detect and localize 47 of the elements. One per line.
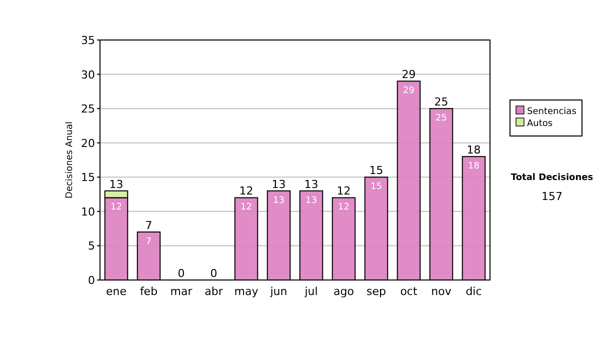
y-tick-label: 20: [81, 136, 95, 150]
x-tick-label: may: [234, 285, 259, 298]
text: Total Decisiones: [510, 173, 594, 183]
total-label: 0: [178, 267, 185, 280]
total-label: 13: [109, 178, 124, 191]
data-label: 12: [240, 202, 252, 213]
data-label: 15: [370, 182, 382, 192]
total-label: 0: [210, 267, 218, 280]
data-label: 18: [468, 162, 480, 172]
data-label: 12: [338, 202, 350, 213]
x-tick-label: jun: [269, 285, 288, 298]
y-axis-title: Decisiones Anual: [65, 122, 75, 198]
x-tick-label: oct: [400, 285, 418, 298]
data-label: 7: [146, 237, 152, 247]
total-label: 15: [369, 164, 384, 178]
data-label: 12: [110, 202, 122, 213]
x-tick-label: nov: [431, 285, 452, 298]
data-label: 13: [306, 196, 317, 206]
total-label: 18: [466, 144, 481, 157]
total-label: 13: [304, 178, 318, 191]
y-tick-label: 10: [81, 205, 95, 218]
x-tick-label: sep: [366, 285, 386, 298]
legend-label: Sentencias: [527, 107, 577, 117]
x-tick-label: mar: [170, 285, 193, 298]
x-tick-label: abr: [204, 285, 224, 298]
y-tick-label: 15: [81, 171, 95, 184]
y-tick-label: 35: [81, 34, 95, 47]
y-tick-label: 25: [81, 102, 95, 116]
y-tick-label: 5: [88, 240, 95, 253]
y-tick-label: 0: [88, 274, 95, 287]
data-label: 13: [273, 196, 284, 206]
data-label: 25: [436, 114, 447, 124]
x-tick-label: dic: [466, 285, 482, 298]
data-label: 29: [403, 86, 415, 96]
y-tick-label: 30: [81, 68, 95, 82]
total-label: 13: [272, 178, 286, 191]
total-label: 12: [336, 184, 351, 198]
x-tick-label: ene: [106, 285, 127, 298]
total-label: 25: [434, 96, 448, 109]
total-label: 12: [239, 184, 254, 198]
text: 157: [542, 190, 562, 203]
legend-label: Autos: [527, 119, 553, 129]
x-tick-label: ago: [334, 285, 354, 298]
x-tick-label: jul: [304, 285, 318, 298]
total-label: 7: [145, 219, 152, 232]
x-tick-label: feb: [140, 285, 158, 298]
total-label: 29: [402, 68, 416, 82]
